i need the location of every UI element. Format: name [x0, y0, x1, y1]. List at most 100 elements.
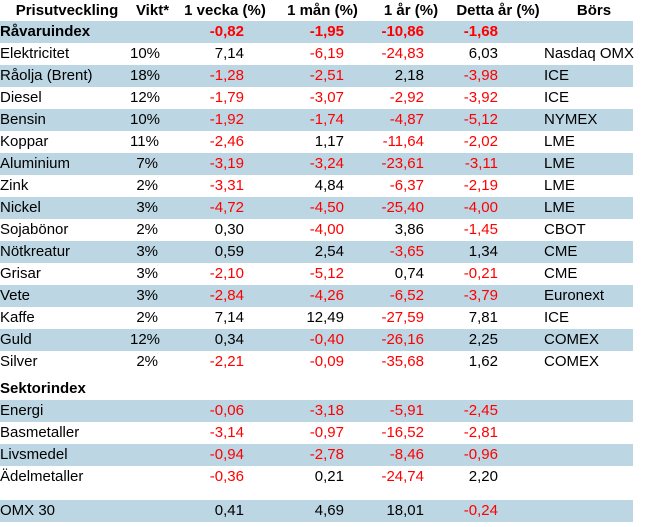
cell-ytd: -0,21: [463, 265, 498, 282]
commodity-price-table: Prisutveckling Vikt* 1 vecka (%) 1 mån (%) 1…: [0, 0, 634, 522]
cell-ytd: -3,79: [452, 285, 544, 307]
cell-exchange: LME: [544, 153, 633, 175]
table-row: Diesel 12% -1,79 -3,07 -2,92 -3,92 ICE: [0, 87, 633, 109]
table-row: Råolja (Brent) 18% -1,28 -2,51 2,18 -3,98 ICE: [0, 65, 633, 87]
cell-name: Nötkreatur: [0, 241, 130, 263]
cell-year: -11,64: [382, 133, 424, 150]
cell-ytd: -2,45: [452, 400, 544, 422]
cell-week: 0,41: [175, 500, 275, 522]
cell-month: 1,17: [314, 133, 344, 150]
cell-week: -2,46: [209, 133, 244, 150]
cell-year: -4,87: [370, 109, 452, 131]
cell-month: -1,95: [275, 21, 370, 43]
cell-exchange: NYMEX: [544, 109, 633, 131]
cell-name: Nickel: [0, 197, 130, 219]
cell-ytd: -0,24: [452, 500, 544, 522]
cell-year: -25,40: [370, 197, 452, 219]
cell-name: Basmetaller: [0, 424, 80, 441]
table-row: Livsmedel -0,94 -2,78 -8,46 -0,96: [0, 444, 633, 466]
cell-exchange: [544, 422, 633, 444]
table-row: Råvaruindex -0,82 -1,95 -10,86 -1,68: [0, 21, 633, 43]
cell-month: -4,00: [309, 221, 344, 238]
spacer-row: [0, 373, 633, 378]
cell-weight: 12%: [130, 89, 161, 106]
cell-week: -2,84: [175, 285, 275, 307]
cell-week: 0,59: [175, 241, 275, 263]
cell-year: -10,86: [370, 21, 452, 43]
cell-month: -0,40: [275, 329, 370, 351]
cell-week: -3,31: [209, 177, 244, 194]
cell-week: -4,72: [175, 197, 275, 219]
cell-ytd: 2,20: [468, 468, 498, 485]
column-header-exchange: Börs: [576, 2, 612, 19]
cell-ytd: -2,81: [463, 424, 498, 441]
cell-week: -2,10: [209, 265, 244, 282]
table-row: Ädelmetaller -0,36 0,21 -24,74 2,20: [0, 466, 633, 488]
cell-year: -5,91: [370, 400, 452, 422]
table-row: Energi -0,06 -3,18 -5,91 -2,45: [0, 400, 633, 422]
cell-weight: 3%: [136, 265, 158, 282]
cell-ytd: -2,02: [463, 133, 498, 150]
cell-name: Ädelmetaller: [0, 468, 84, 485]
column-header-week: 1 vecka (%): [184, 2, 266, 19]
cell-name: Vete: [0, 285, 130, 307]
spacer-cell: [0, 373, 633, 378]
cell-name: Elektricitet: [0, 45, 70, 62]
cell-month: -5,12: [309, 265, 344, 282]
table-header-row: Prisutveckling Vikt* 1 vecka (%) 1 mån (%) 1…: [0, 0, 633, 21]
table-row: Koppar 11% -2,46 1,17 -11,64 -2,02 LME: [0, 131, 633, 153]
table-row: Silver 2% -2,21 -0,09 -35,68 1,62 COMEX: [0, 351, 633, 373]
cell-weight: [130, 466, 175, 488]
cell-weight: 2%: [136, 177, 158, 194]
cell-weight: 18%: [130, 65, 175, 87]
cell-year: -23,61: [370, 153, 452, 175]
cell-ytd: 1,34: [452, 241, 544, 263]
cell-weight: 10%: [130, 109, 175, 131]
cell-year: -27,59: [381, 309, 424, 326]
cell-ytd: -5,12: [452, 109, 544, 131]
cell-year: -3,65: [370, 241, 452, 263]
cell-week: -0,94: [175, 444, 275, 466]
cell-week: 7,14: [214, 309, 244, 326]
cell-month: -2,78: [275, 444, 370, 466]
cell-name: Råolja (Brent): [0, 65, 130, 87]
table-row: Aluminium 7% -3,19 -3,24 -23,61 -3,11 LME: [0, 153, 633, 175]
cell-ytd: 7,81: [468, 309, 498, 326]
cell-weight: [130, 444, 175, 466]
cell-name: Guld: [0, 329, 130, 351]
cell-name: Råvaruindex: [0, 21, 130, 43]
cell-name: Koppar: [0, 133, 49, 150]
cell-year: -6,52: [370, 285, 452, 307]
column-header-weight: Vikt*: [135, 2, 170, 19]
table-row: Vete 3% -2,84 -4,26 -6,52 -3,79 Euronext: [0, 285, 633, 307]
table-row: Nötkreatur 3% 0,59 2,54 -3,65 1,34 CME: [0, 241, 633, 263]
column-header-ytd: Detta år (%): [456, 2, 540, 19]
cell-exchange: ICE: [544, 309, 570, 326]
cell-name: Zink: [0, 177, 29, 194]
cell-month: -1,74: [275, 109, 370, 131]
cell-weight: 12%: [130, 329, 175, 351]
cell-weight: 11%: [130, 133, 159, 150]
column-header-month: 1 mån (%): [287, 2, 358, 19]
cell-name: Energi: [0, 400, 130, 422]
cell-ytd: -4,00: [452, 197, 544, 219]
cell-exchange: [544, 466, 633, 488]
cell-week: -0,36: [209, 468, 244, 485]
column-header-name: Prisutveckling: [15, 2, 119, 19]
cell-year: -24,74: [381, 468, 424, 485]
table-row: Kaffe 2% 7,14 12,49 -27,59 7,81 ICE: [0, 307, 633, 329]
section-title: Sektorindex: [0, 378, 633, 400]
table-row: OMX 30 0,41 4,69 18,01 -0,24: [0, 500, 633, 522]
cell-exchange: Euronext: [544, 285, 633, 307]
cell-month: -3,07: [309, 89, 344, 106]
cell-ytd: -1,68: [452, 21, 544, 43]
spacer-cell: [0, 488, 633, 500]
cell-year: -2,92: [389, 89, 424, 106]
cell-month: 0,21: [314, 468, 344, 485]
cell-week: 0,30: [214, 221, 244, 238]
cell-month: 4,69: [275, 500, 370, 522]
cell-week: -0,82: [175, 21, 275, 43]
cell-name: OMX 30: [0, 500, 130, 522]
cell-month: -6,19: [309, 45, 344, 62]
table-row: Guld 12% 0,34 -0,40 -26,16 2,25 COMEX: [0, 329, 633, 351]
